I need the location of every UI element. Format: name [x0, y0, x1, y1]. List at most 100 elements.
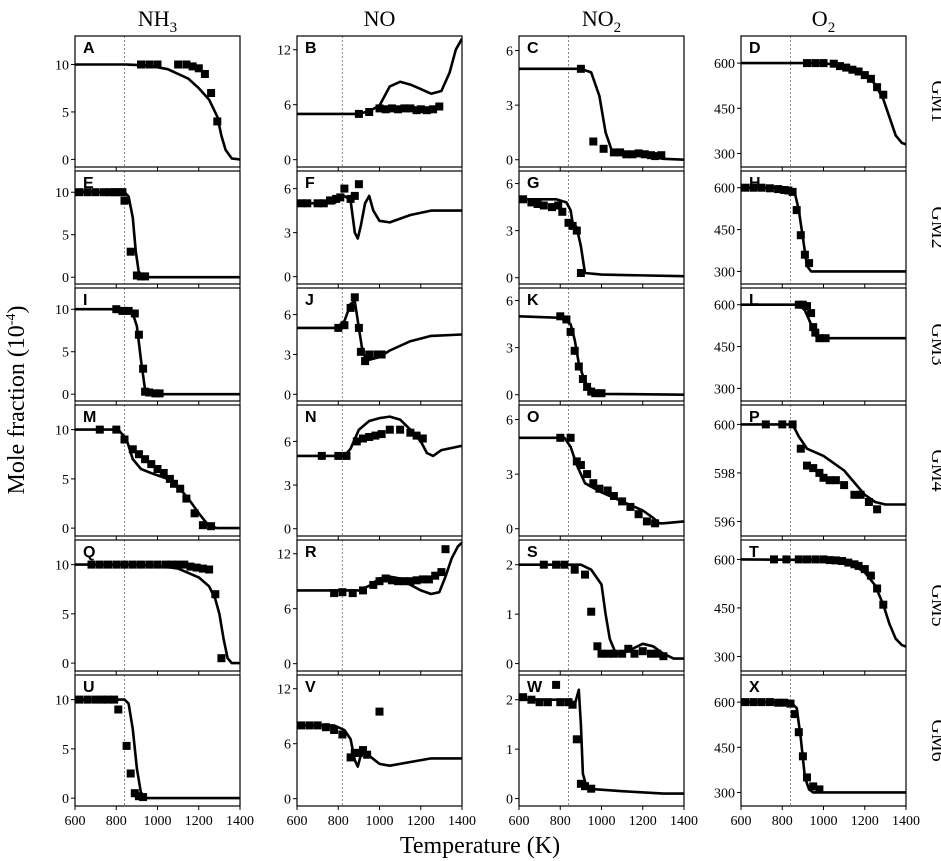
- column-title: NO2: [582, 6, 621, 36]
- row-label: GM2: [927, 206, 941, 248]
- column-title-species: O: [812, 6, 828, 31]
- y-tick-label: 0: [506, 154, 513, 169]
- data-point: [91, 695, 100, 704]
- data-point: [864, 498, 873, 506]
- data-point: [770, 555, 778, 564]
- data-point: [354, 180, 363, 189]
- data-point: [757, 698, 766, 707]
- y-axis-title-exponent: -4: [4, 314, 19, 326]
- data-point: [418, 575, 427, 584]
- data-point: [198, 564, 207, 573]
- data-point: [371, 431, 380, 440]
- data-point: [543, 698, 552, 707]
- data-point: [334, 451, 343, 460]
- data-point: [774, 185, 783, 194]
- data-point: [118, 306, 127, 315]
- x-tick-label: 800: [106, 814, 127, 829]
- data-point: [75, 695, 84, 704]
- x-tick-label: 1400: [892, 814, 920, 829]
- data-point: [377, 350, 386, 359]
- data-point: [782, 555, 791, 564]
- data-point: [165, 474, 174, 483]
- data-point: [854, 67, 863, 76]
- model-curve: [741, 303, 906, 340]
- data-point: [578, 375, 587, 383]
- data-point: [213, 117, 222, 126]
- model-curve: [741, 423, 906, 506]
- data-point: [761, 420, 770, 429]
- y-tick-label: 6: [506, 45, 513, 60]
- y-tick-label: 6: [284, 183, 291, 198]
- data-point: [375, 707, 384, 716]
- y-tick-label: 0: [284, 388, 291, 403]
- data-point: [106, 188, 115, 197]
- data-point: [354, 748, 363, 757]
- panel-C: 0 3 6 C: [506, 35, 685, 171]
- data-point: [572, 457, 581, 466]
- panel-K: 0 3 6 K: [506, 287, 685, 405]
- data-point: [850, 560, 859, 569]
- data-point: [842, 63, 851, 72]
- y-tick-label: 300: [714, 382, 735, 397]
- y-tick-label: 2: [506, 559, 513, 574]
- data-point: [583, 470, 592, 479]
- data-point: [104, 560, 112, 569]
- data-point: [332, 194, 341, 203]
- panel-label: B: [305, 40, 317, 57]
- data-point: [603, 486, 612, 495]
- data-point: [118, 188, 127, 197]
- data-point: [336, 193, 345, 202]
- data-point: [346, 194, 355, 203]
- data-point: [860, 565, 869, 574]
- data-point: [794, 728, 803, 737]
- data-point: [803, 555, 811, 564]
- data-point: [659, 652, 668, 661]
- data-point: [396, 425, 405, 434]
- data-point: [406, 428, 415, 437]
- y-tick-label: 5: [62, 473, 69, 488]
- data-point: [319, 199, 328, 208]
- data-point: [587, 387, 596, 396]
- data-point: [587, 607, 596, 616]
- data-point: [137, 272, 145, 281]
- data-point: [624, 644, 633, 653]
- y-tick-label: 300: [714, 786, 735, 801]
- data-point: [790, 710, 799, 719]
- model-curve: [75, 428, 240, 530]
- y-tick-label: 10: [55, 58, 69, 73]
- data-point: [798, 300, 807, 309]
- data-point: [200, 70, 209, 78]
- data-point: [139, 793, 148, 802]
- panel-S: 0 1 2S: [506, 539, 685, 675]
- data-point: [647, 151, 655, 160]
- row-label: GM6: [927, 719, 941, 761]
- panel-label: M: [83, 409, 96, 426]
- panel-label: K: [527, 292, 539, 309]
- data-point: [120, 560, 129, 569]
- data-point: [97, 695, 106, 704]
- model-curve: [75, 698, 240, 800]
- data-point: [803, 773, 811, 782]
- data-point: [186, 562, 195, 571]
- x-tick-label: 600: [287, 814, 308, 829]
- panel-R: 0 6 12 R: [277, 539, 463, 675]
- data-point: [786, 699, 795, 708]
- data-point: [418, 434, 427, 443]
- data-point: [866, 571, 875, 580]
- column-title-subscript: 2: [828, 20, 836, 36]
- data-point: [147, 460, 156, 469]
- data-point: [352, 437, 361, 446]
- model-curve: [519, 436, 684, 525]
- panel-label: L: [749, 292, 759, 309]
- panel-U: 0 5 10 600 800 1000 1200 1400 U: [55, 674, 254, 829]
- data-point: [354, 323, 363, 332]
- x-tick-label: 800: [772, 814, 793, 829]
- data-point: [365, 433, 374, 441]
- panel-label: R: [305, 544, 317, 561]
- data-point: [359, 586, 367, 595]
- plot-frame: [296, 170, 463, 285]
- data-point: [83, 188, 92, 197]
- data-point: [334, 323, 343, 332]
- panel-label: X: [749, 679, 760, 696]
- axis-titles: Temperature (K) Mole fraction (10-4): [4, 306, 560, 859]
